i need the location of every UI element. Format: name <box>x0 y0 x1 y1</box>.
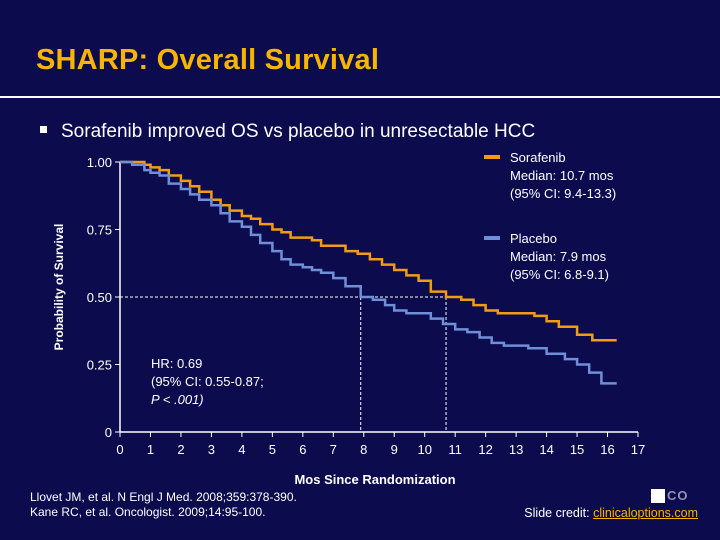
x-tick-label: 4 <box>238 442 245 457</box>
slide-title: SHARP: Overall Survival <box>36 44 380 76</box>
legend-sorafenib-median: Median: 10.7 mos <box>510 168 614 183</box>
legend-sorafenib-name: Sorafenib <box>510 150 566 165</box>
median-guides <box>120 296 447 432</box>
x-tick-label: 14 <box>539 442 553 457</box>
x-tick-label: 13 <box>509 442 523 457</box>
logo-text: CO <box>667 488 689 503</box>
legend-placebo-name: Placebo <box>510 231 557 246</box>
hr-value: HR: 0.69 <box>151 356 202 371</box>
co-logo: CO <box>651 489 697 503</box>
y-tick-label: 1.00 <box>87 155 112 170</box>
x-tick-label: 9 <box>391 442 398 457</box>
x-tick-label: 15 <box>570 442 584 457</box>
x-tick-label: 7 <box>330 442 337 457</box>
bullet-square-icon <box>40 126 47 134</box>
x-tick-label: 2 <box>177 442 184 457</box>
x-tick-label: 5 <box>269 442 276 457</box>
axes: 0 1 2 3 4 5 6 7 8 9 10 11 12 13 14 15 16 1700.250.500.751… <box>87 155 646 457</box>
x-tick-label: 12 <box>478 442 492 457</box>
reference-1: Llovet JM, et al. N Engl J Med. 2008;359… <box>30 490 297 504</box>
legend: Sorafenib Median: 10.7 mos (95% CI: 9.4-… <box>484 150 616 282</box>
hr-p-value: P < .001) <box>151 392 204 407</box>
y-tick-label: 0 <box>105 425 112 440</box>
x-tick-label: 17 <box>631 442 645 457</box>
logo-square-icon <box>651 489 665 503</box>
y-tick-label: 0.50 <box>87 290 112 305</box>
y-tick-label: 0.25 <box>87 358 112 373</box>
hr-annotation: HR: 0.69 (95% CI: 0.55-0.87; P < .001) <box>151 356 264 407</box>
x-tick-label: 1 <box>147 442 154 457</box>
slide-credit: Slide credit: clinicaloptions.com <box>524 506 698 520</box>
reference-2: Kane RC, et al. Oncologist. 2009;14:95-1… <box>30 505 266 519</box>
x-tick-label: 16 <box>600 442 614 457</box>
hr-ci: (95% CI: 0.55-0.87; <box>151 374 264 389</box>
series-line-placebo <box>120 160 617 385</box>
title-divider <box>0 96 720 98</box>
x-tick-label: 11 <box>448 442 462 457</box>
bullet-text: Sorafenib improved OS vs placebo in unre… <box>61 121 536 142</box>
legend-placebo-median: Median: 7.9 mos <box>510 249 607 264</box>
credit-link[interactable]: clinicaloptions.com <box>593 506 698 520</box>
credit-prefix: Slide credit: <box>524 506 594 520</box>
x-tick-label: 0 <box>116 442 123 457</box>
x-tick-label: 6 <box>299 442 306 457</box>
y-tick-label: 0.75 <box>87 223 112 238</box>
x-tick-label: 8 <box>360 442 367 457</box>
x-tick-label: 3 <box>208 442 215 457</box>
legend-sorafenib-ci: (95% CI: 9.4-13.3) <box>510 186 616 201</box>
references: Llovet JM, et al. N Engl J Med. 2008;359… <box>30 490 297 520</box>
series <box>120 160 617 385</box>
legend-placebo-ci: (95% CI: 6.8-9.1) <box>510 267 609 282</box>
x-tick-label: 10 <box>417 442 431 457</box>
x-axis-label: Mos Since Randomization <box>294 472 455 487</box>
series-line-sorafenib <box>120 160 617 342</box>
bullet-point: Sorafenib improved OS vs placebo in unre… <box>40 121 535 143</box>
y-axis-label: Probability of Survival <box>52 224 66 351</box>
